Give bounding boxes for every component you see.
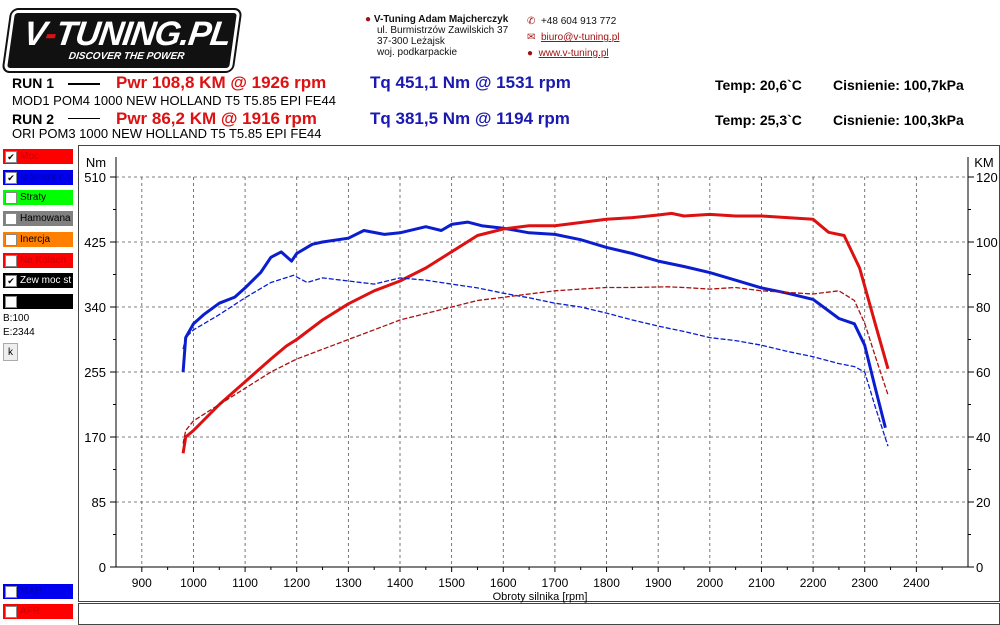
- x-tick-label: 2300: [851, 576, 878, 590]
- checkbox-blank[interactable]: [3, 293, 73, 309]
- email-icon: ✉: [527, 32, 536, 43]
- checkbox-box[interactable]: ✔: [5, 151, 17, 163]
- run2-description: ORI POM3 1000 NEW HOLLAND T5 T5.85 EPI F…: [12, 126, 322, 141]
- checkbox-label: MAP: [20, 586, 42, 597]
- phone-row: ✆ +48 604 913 772: [527, 14, 619, 30]
- y-left-tick-label: 255: [84, 365, 106, 380]
- run1-pressure: Cisnienie: 100,7kPa: [833, 77, 964, 93]
- company-address: ● V-Tuning Adam Majcherczyk ul. Burmistr…: [365, 14, 508, 58]
- checkbox-box[interactable]: [5, 606, 17, 618]
- phone-icon: ✆: [527, 16, 536, 27]
- checkbox-hamowana[interactable]: Hamowana: [3, 211, 73, 227]
- city: 37-300 Leżajsk: [377, 36, 445, 47]
- run1-line-sample: [68, 83, 100, 85]
- x-axis-label: Obroty silnika [rpm]: [493, 591, 588, 603]
- y-right-tick-label: 120: [976, 170, 998, 185]
- y-right-tick-label: 100: [976, 235, 998, 250]
- run2-pressure: Cisnienie: 100,3kPa: [833, 112, 964, 128]
- x-tick-label: 900: [132, 576, 152, 590]
- checkbox-box[interactable]: ✔: [5, 171, 17, 184]
- x-tick-label: 2200: [800, 576, 827, 590]
- company-name: V-Tuning Adam Majcherczyk: [373, 14, 509, 25]
- begin-value: B:100: [3, 313, 30, 324]
- series-run1-power-line: [181, 211, 890, 454]
- email-link[interactable]: biuro@v-tuning.pl: [540, 32, 620, 43]
- run1-power: Pwr 108,8 KM @ 1926 rpm: [116, 73, 327, 92]
- street: ul. Burmistrzów Zawilskich 37: [377, 25, 509, 36]
- x-tick-label: 1900: [645, 576, 672, 590]
- checkbox-label: Moc: [20, 151, 39, 162]
- checkbox-box[interactable]: [5, 213, 17, 226]
- checkbox-label: Moment obr: [20, 171, 73, 183]
- checkbox-box[interactable]: [5, 233, 17, 246]
- run2-power: Pwr 86,2 KM @ 1916 rpm: [116, 109, 317, 128]
- web-link[interactable]: www.v-tuning.pl: [538, 48, 609, 59]
- x-tick-label: 1400: [387, 576, 414, 590]
- phone: +48 604 913 772: [540, 16, 617, 27]
- y-left-tick-label: 0: [99, 560, 106, 575]
- checkbox-label: AFR: [20, 606, 40, 617]
- checkbox-map[interactable]: MAP: [3, 584, 73, 599]
- k-button[interactable]: k: [3, 343, 18, 361]
- y-left-tick-label: 170: [84, 430, 106, 445]
- y-right-tick-label: 0: [976, 560, 983, 575]
- y-left-tick-label: 85: [92, 495, 106, 510]
- x-tick-label: 1300: [335, 576, 362, 590]
- run1-description: MOD1 POM4 1000 NEW HOLLAND T5 T5.85 EPI …: [12, 93, 336, 108]
- x-tick-label: 1500: [438, 576, 465, 590]
- checkbox-moment-obr[interactable]: ✔ Moment obr: [3, 169, 73, 185]
- series-run2-torque-line: [182, 274, 889, 447]
- x-tick-label: 1600: [490, 576, 517, 590]
- checkbox-label: Zew moc st: [20, 275, 72, 287]
- x-tick-label: 1200: [283, 576, 310, 590]
- checkbox-box[interactable]: ✔: [5, 275, 17, 288]
- series-run1-torque-line: [181, 220, 887, 429]
- checkbox-inercja[interactable]: Inercja: [3, 231, 73, 247]
- checkbox-box[interactable]: [5, 586, 17, 598]
- y-left-axis-label: Nm: [86, 155, 106, 170]
- checkbox-afr[interactable]: AFR: [3, 604, 73, 619]
- checkbox-label: Na Kolach: [20, 254, 67, 266]
- checkbox-zew-moc-st[interactable]: ✔ Zew moc st: [3, 273, 73, 289]
- checkbox-box[interactable]: [5, 192, 17, 205]
- checkbox-label: Straty: [20, 192, 47, 204]
- run2-temp: Temp: 25,3`C: [715, 112, 802, 128]
- y-right-tick-label: 60: [976, 365, 990, 380]
- region: woj. podkarpackie: [377, 47, 458, 58]
- y-left-tick-label: 510: [84, 170, 106, 185]
- x-tick-label: 1700: [542, 576, 569, 590]
- checkbox-box[interactable]: [5, 295, 17, 308]
- x-tick-label: 1000: [180, 576, 207, 590]
- checkbox-box[interactable]: [5, 254, 17, 267]
- y-right-axis-label: KM: [974, 155, 994, 170]
- end-value: E:2344: [3, 327, 35, 338]
- run1-label: RUN 1: [12, 75, 55, 91]
- globe-icon: ●: [527, 48, 534, 59]
- x-tick-label: 2400: [903, 576, 930, 590]
- y-right-tick-label: 40: [976, 430, 990, 445]
- checkbox-na-kolach[interactable]: Na Kolach: [3, 252, 73, 268]
- y-left-tick-label: 340: [84, 300, 106, 315]
- location-pin-icon: ●: [365, 14, 372, 25]
- x-tick-label: 2000: [696, 576, 723, 590]
- run1-torque: Tq 451,1 Nm @ 1531 rpm: [370, 73, 571, 92]
- checkbox-label: Inercja: [20, 233, 51, 245]
- x-tick-label: 2100: [748, 576, 775, 590]
- checkbox-moc[interactable]: ✔ Moc: [3, 149, 73, 164]
- y-right-tick-label: 20: [976, 495, 990, 510]
- checkbox-label: Hamowana: [20, 213, 71, 225]
- y-right-tick-label: 80: [976, 300, 990, 315]
- checkbox-straty[interactable]: Straty: [3, 190, 73, 206]
- run2-torque: Tq 381,5 Nm @ 1194 rpm: [370, 109, 570, 128]
- run2-label: RUN 2: [12, 111, 55, 127]
- series-run2-power-line: [182, 286, 889, 444]
- x-tick-label: 1100: [232, 576, 258, 590]
- x-tick-label: 1800: [593, 576, 620, 590]
- run2-line-sample: [68, 118, 100, 119]
- y-left-tick-label: 425: [84, 235, 106, 250]
- run1-temp: Temp: 20,6`C: [715, 77, 802, 93]
